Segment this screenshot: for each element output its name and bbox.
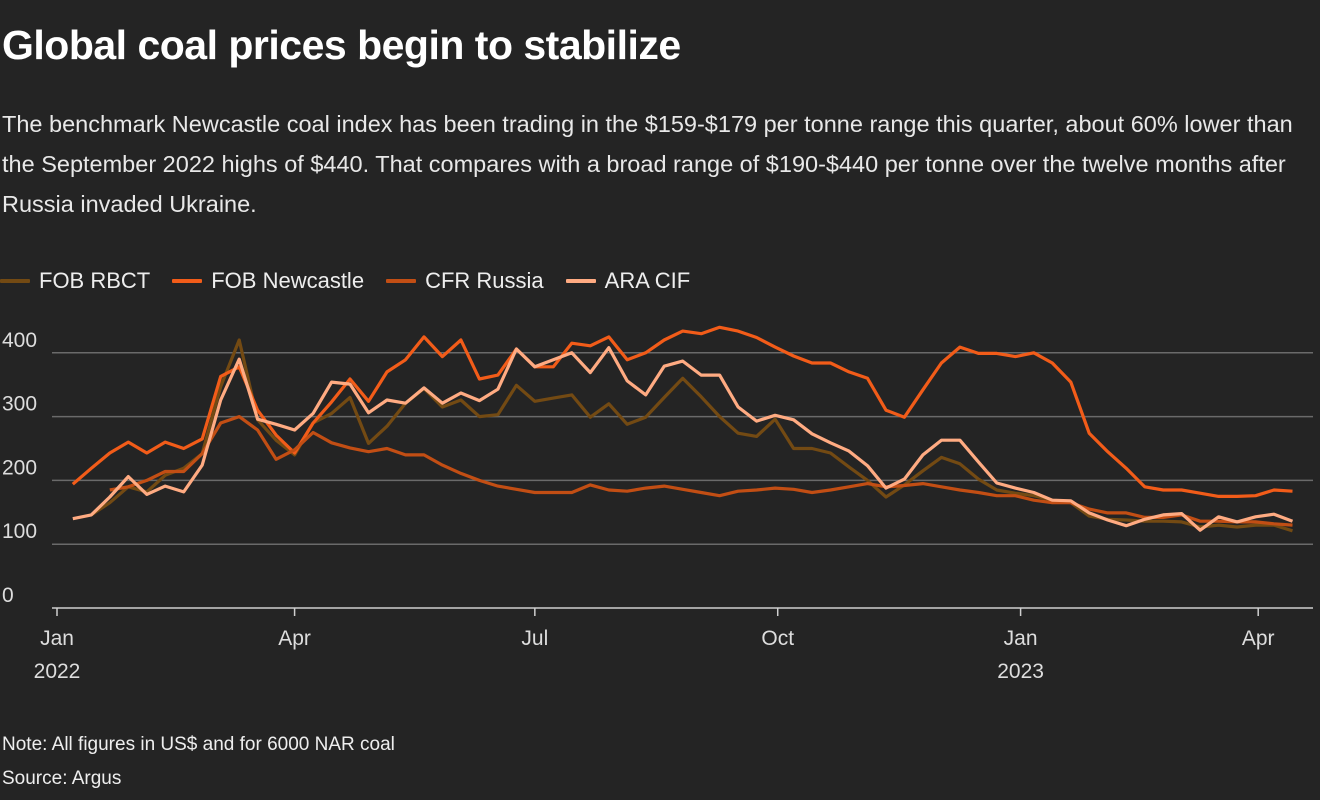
y-tick-label: 400 [2, 329, 37, 352]
y-tick-label: 300 [2, 393, 37, 416]
legend-item: FOB RBCT [0, 268, 150, 294]
x-tick-label: Oct [761, 627, 794, 650]
legend-label: CFR Russia [425, 268, 544, 293]
y-tick-label: 100 [2, 520, 37, 543]
legend-item: FOB Newcastle [172, 268, 364, 294]
x-tick-label: Jan [1004, 627, 1038, 650]
legend-item: CFR Russia [386, 268, 544, 294]
series-line-cfr-russia [109, 415, 1293, 527]
series-line-ara-cif [72, 346, 1294, 532]
legend-swatch [386, 279, 417, 283]
x-tick-year: 2022 [34, 660, 81, 683]
x-tick-label: Jul [521, 627, 548, 650]
legend-swatch [172, 279, 203, 283]
legend-swatch [0, 279, 30, 283]
x-tick-label: Jan [40, 627, 74, 650]
legend-label: FOB RBCT [39, 268, 151, 293]
legend-label: FOB Newcastle [211, 268, 365, 293]
legend-item: ARA CIF [565, 268, 691, 294]
chart-note: Note: All figures in US$ and for 6000 NA… [2, 734, 395, 755]
series-line-fob-newcastle [71, 325, 1293, 498]
line-chart: 0 100 200 300 400 Jan 2022 Apr Jul Oct Jan 2023 Apr [2, 325, 1313, 683]
legend-swatch [565, 279, 596, 283]
x-tick-label: Apr [278, 627, 311, 650]
legend-label: ARA CIF [604, 268, 691, 293]
y-tick-label: 0 [2, 584, 14, 607]
x-tick-year: 2023 [997, 660, 1044, 683]
chart-title: Global coal prices begin to stabilize [2, 22, 681, 68]
chart-subtitle: The benchmark Newcastle coal index has b… [2, 111, 1293, 217]
legend: FOB RBCT FOB Newcastle CFR Russia ARA CIF [0, 268, 712, 294]
chart-source: Source: Argus [2, 768, 122, 789]
x-tick-label: Apr [1242, 627, 1275, 650]
y-tick-label: 200 [2, 456, 37, 479]
